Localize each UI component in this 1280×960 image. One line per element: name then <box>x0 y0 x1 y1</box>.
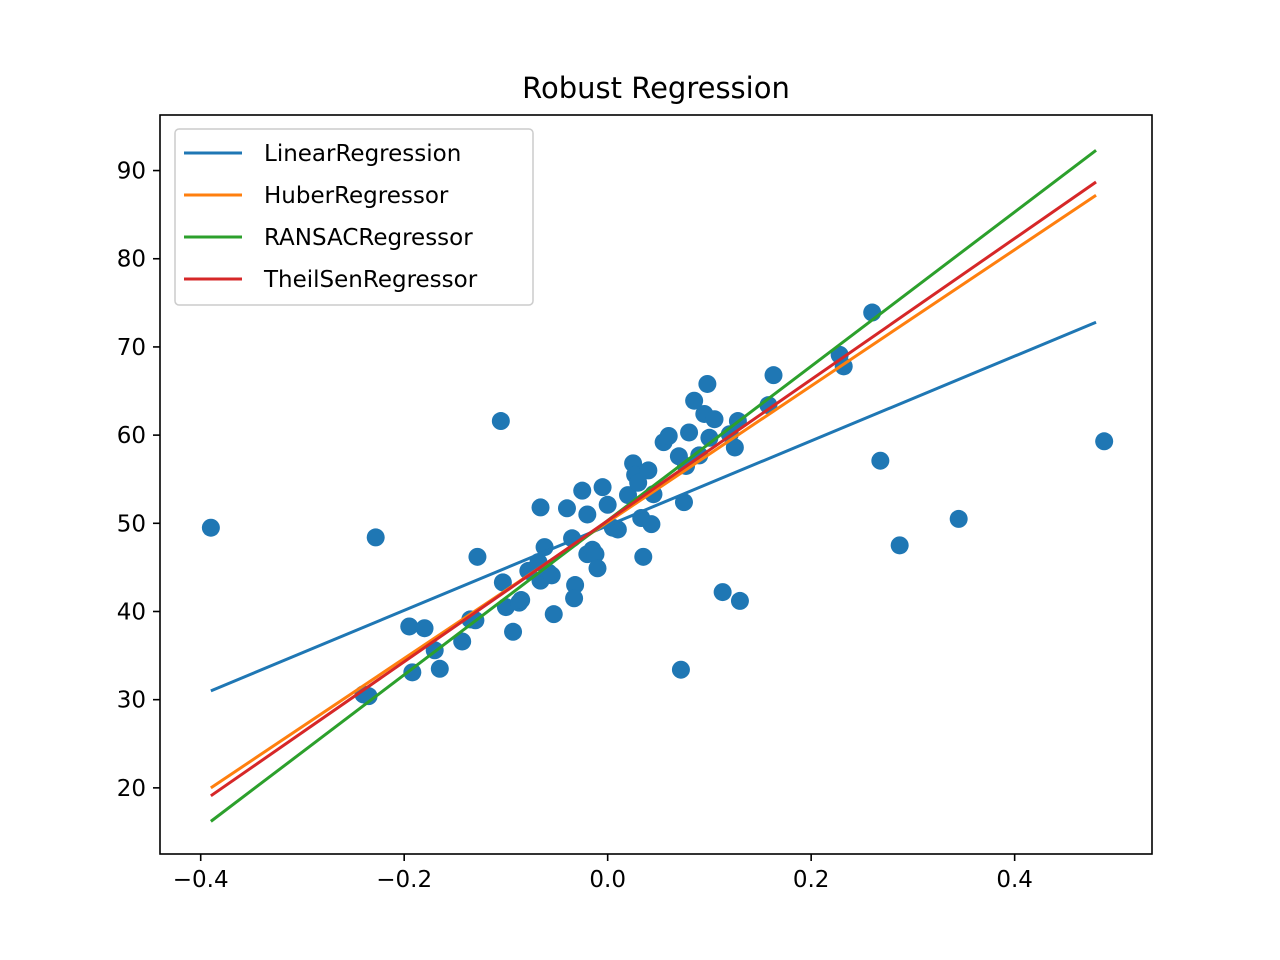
data-point <box>201 518 220 537</box>
x-tick-label: 0.0 <box>589 867 626 893</box>
data-point <box>698 374 717 393</box>
data-point <box>634 547 653 566</box>
legend-label: LinearRegression <box>264 141 461 167</box>
data-point <box>1095 432 1114 451</box>
x-tick-label: 0.2 <box>793 867 830 893</box>
data-point <box>512 591 531 610</box>
data-point <box>430 659 449 678</box>
data-point <box>685 391 704 410</box>
data-point <box>544 605 563 624</box>
data-point <box>453 632 472 651</box>
data-point <box>588 559 607 578</box>
data-point <box>573 481 592 500</box>
data-point <box>671 660 690 679</box>
data-point <box>565 589 584 608</box>
data-point <box>642 515 661 534</box>
data-point <box>619 486 638 505</box>
legend-label: HuberRegressor <box>264 183 449 209</box>
series-line-huberregressor <box>210 194 1097 790</box>
data-point <box>415 619 434 638</box>
y-tick-label: 70 <box>117 335 146 361</box>
legend-box <box>174 128 534 306</box>
data-point <box>725 438 744 457</box>
y-tick-label: 20 <box>117 776 146 802</box>
y-tick-label: 30 <box>117 688 146 714</box>
data-point <box>871 451 890 470</box>
data-point <box>366 528 385 547</box>
data-point <box>598 495 617 514</box>
data-point <box>400 617 419 636</box>
data-point <box>730 591 749 610</box>
series-line-ransacregressor <box>209 149 1097 823</box>
data-point <box>542 566 561 585</box>
data-point <box>359 687 378 706</box>
x-tick-label: −0.2 <box>376 867 432 893</box>
chart-title: Robust Regression <box>522 71 790 105</box>
data-point <box>403 663 422 682</box>
legend-label: TheilSenRegressor <box>263 267 478 293</box>
data-point <box>705 410 724 429</box>
data-point <box>608 520 627 539</box>
y-tick-label: 90 <box>117 159 146 185</box>
data-point <box>764 366 783 385</box>
data-point <box>593 478 612 497</box>
data-point <box>586 545 605 564</box>
legend: LinearRegression HuberRegressor RANSACRegr… <box>174 128 534 306</box>
data-point <box>713 583 732 602</box>
data-point <box>639 461 658 480</box>
axes: −0.4 −0.2 0.0 0.2 0.4 20 30 40 50 60 70 80 90 <box>117 114 1153 893</box>
data-point <box>659 426 678 445</box>
data-point <box>680 423 699 442</box>
data-point <box>578 505 597 524</box>
y-tick-label: 40 <box>117 599 146 625</box>
data-point <box>890 536 909 555</box>
data-point <box>491 412 510 431</box>
data-point <box>468 547 487 566</box>
data-point <box>674 493 693 512</box>
data-point <box>557 499 576 518</box>
data-point <box>504 622 523 641</box>
y-tick-label: 80 <box>117 247 146 273</box>
data-point <box>566 576 585 595</box>
x-tick-label: −0.4 <box>173 867 229 893</box>
data-point <box>531 498 550 517</box>
data-point <box>949 509 968 528</box>
series-line-theilsenregressor <box>210 180 1097 798</box>
axes-frame <box>159 114 1153 855</box>
y-tick-label: 50 <box>117 511 146 537</box>
plot-area <box>201 149 1114 823</box>
legend-label: RANSACRegressor <box>264 225 473 251</box>
y-tick-label: 60 <box>117 423 146 449</box>
x-tick-label: 0.4 <box>996 867 1033 893</box>
data-point <box>700 428 719 447</box>
data-point <box>629 473 648 492</box>
series-line-linearregression <box>210 320 1097 693</box>
data-point <box>493 573 512 592</box>
